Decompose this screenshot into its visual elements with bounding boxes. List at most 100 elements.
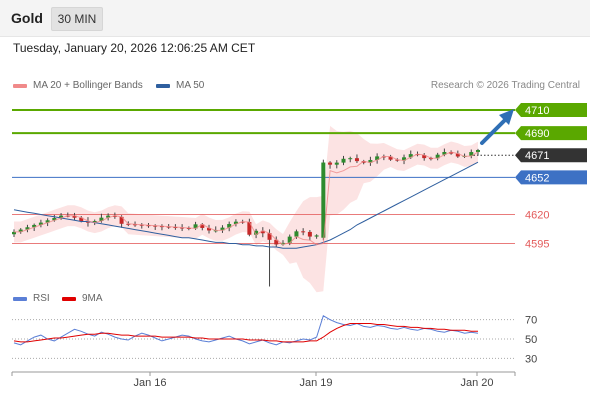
candle-body: [112, 215, 117, 217]
level-labels: 4710 4690 4671 4652 4620 4595: [515, 102, 587, 251]
candle-body: [99, 217, 104, 222]
bollinger-fill: [14, 125, 478, 293]
rsi-level-label-50: 50: [525, 334, 537, 346]
candle: [422, 153, 427, 161]
candle: [388, 154, 393, 161]
candle-body: [18, 229, 23, 232]
candle-body: [449, 151, 454, 154]
candle-body: [173, 227, 178, 229]
timeframe-button[interactable]: 30 MIN: [51, 7, 103, 31]
level-tag-4652: 4652: [515, 170, 587, 185]
candle: [455, 150, 460, 158]
candle-body: [207, 227, 212, 231]
candle-body: [469, 152, 474, 156]
candle: [59, 213, 64, 220]
ma20-line: [14, 151, 479, 246]
candle-body: [294, 231, 299, 237]
ma50-swatch: [156, 83, 170, 88]
copyright-text: Research © 2026 Trading Central: [430, 80, 580, 91]
candle: [106, 213, 111, 221]
candle: [348, 156, 353, 163]
candle: [254, 228, 259, 239]
candle-body: [153, 225, 158, 227]
candle-body: [227, 224, 232, 228]
candle: [354, 154, 359, 164]
rsi-swatch: [13, 296, 27, 301]
candle: [314, 234, 319, 239]
candle: [368, 156, 373, 166]
candle-body: [334, 162, 339, 165]
candle-body: [328, 162, 333, 165]
candle-body: [12, 231, 16, 235]
candle-body: [260, 230, 265, 234]
candle-body: [159, 226, 164, 228]
candle: [220, 225, 225, 233]
candle: [328, 161, 333, 169]
candle-body: [119, 216, 124, 224]
candle-body: [38, 222, 43, 225]
candle: [375, 153, 380, 164]
chart-header: Gold 30 MIN: [0, 0, 590, 37]
level-tag-bg-4652: [515, 170, 587, 185]
candle: [334, 160, 339, 169]
candle-body: [106, 215, 111, 218]
ma50-line: [13, 161, 479, 249]
candle-body: [52, 217, 57, 221]
candle-body: [45, 220, 50, 223]
candle-body: [368, 159, 373, 163]
candle-body: [32, 224, 37, 228]
candle-body: [287, 236, 292, 243]
timestamp: Tuesday, January 20, 2026 12:06:25 AM CE…: [13, 41, 256, 55]
candle-body: [247, 222, 252, 235]
legend-rsi: RSI: [13, 293, 50, 304]
candle: [38, 219, 43, 228]
candle: [449, 150, 454, 155]
ma20-label: MA 20 + Bollinger Bands: [33, 80, 143, 91]
candles: [12, 148, 480, 287]
rsi-level-label-30: 30: [525, 353, 537, 365]
candle: [12, 229, 16, 238]
candle-body: [341, 158, 346, 163]
candle-body: [361, 161, 366, 163]
candle-body: [402, 157, 407, 161]
candle-body: [307, 231, 312, 237]
rsi-ma-swatch: [62, 296, 76, 301]
candle-body: [408, 154, 413, 158]
instrument-title: Gold: [11, 10, 43, 26]
candle-body: [428, 158, 433, 160]
level-tag-4690: 4690: [515, 126, 587, 141]
candle-body: [388, 156, 393, 160]
level-tag-text-4710: 4710: [525, 105, 549, 117]
level-tag-text-4652: 4652: [525, 172, 549, 184]
candle: [301, 228, 306, 236]
candle-body: [321, 162, 326, 238]
candle: [267, 229, 272, 287]
candle-body: [280, 242, 285, 245]
candle-body: [72, 215, 77, 218]
trend-arrow: [480, 109, 514, 145]
candle-body: [25, 227, 30, 230]
candle: [294, 229, 299, 239]
level-tag-4710: 4710: [515, 102, 587, 117]
rsi-level-label-70: 70: [525, 315, 537, 327]
candle: [321, 159, 326, 241]
level-tag-4671: 4671: [515, 148, 587, 163]
candle: [227, 221, 232, 232]
level-tag-bg-4690: [515, 126, 587, 141]
candle: [159, 224, 164, 231]
rsi-ma-label: 9MA: [82, 293, 103, 304]
candle: [139, 223, 144, 229]
x-tick-label: Jan 20: [460, 377, 493, 389]
candle: [341, 155, 346, 166]
candle-body: [133, 224, 138, 226]
x-axis: Jan 16 Jan 19 Jan 20: [11, 371, 516, 389]
trend-arrow-head: [499, 109, 514, 125]
candle-body: [442, 151, 447, 155]
level-label-4595: 4595: [525, 239, 549, 251]
candle-body: [435, 154, 440, 159]
ma20-swatch: [13, 83, 27, 88]
candle-body: [354, 158, 359, 162]
candle-body: [476, 149, 480, 153]
trend-arrow-shaft: [480, 117, 508, 145]
